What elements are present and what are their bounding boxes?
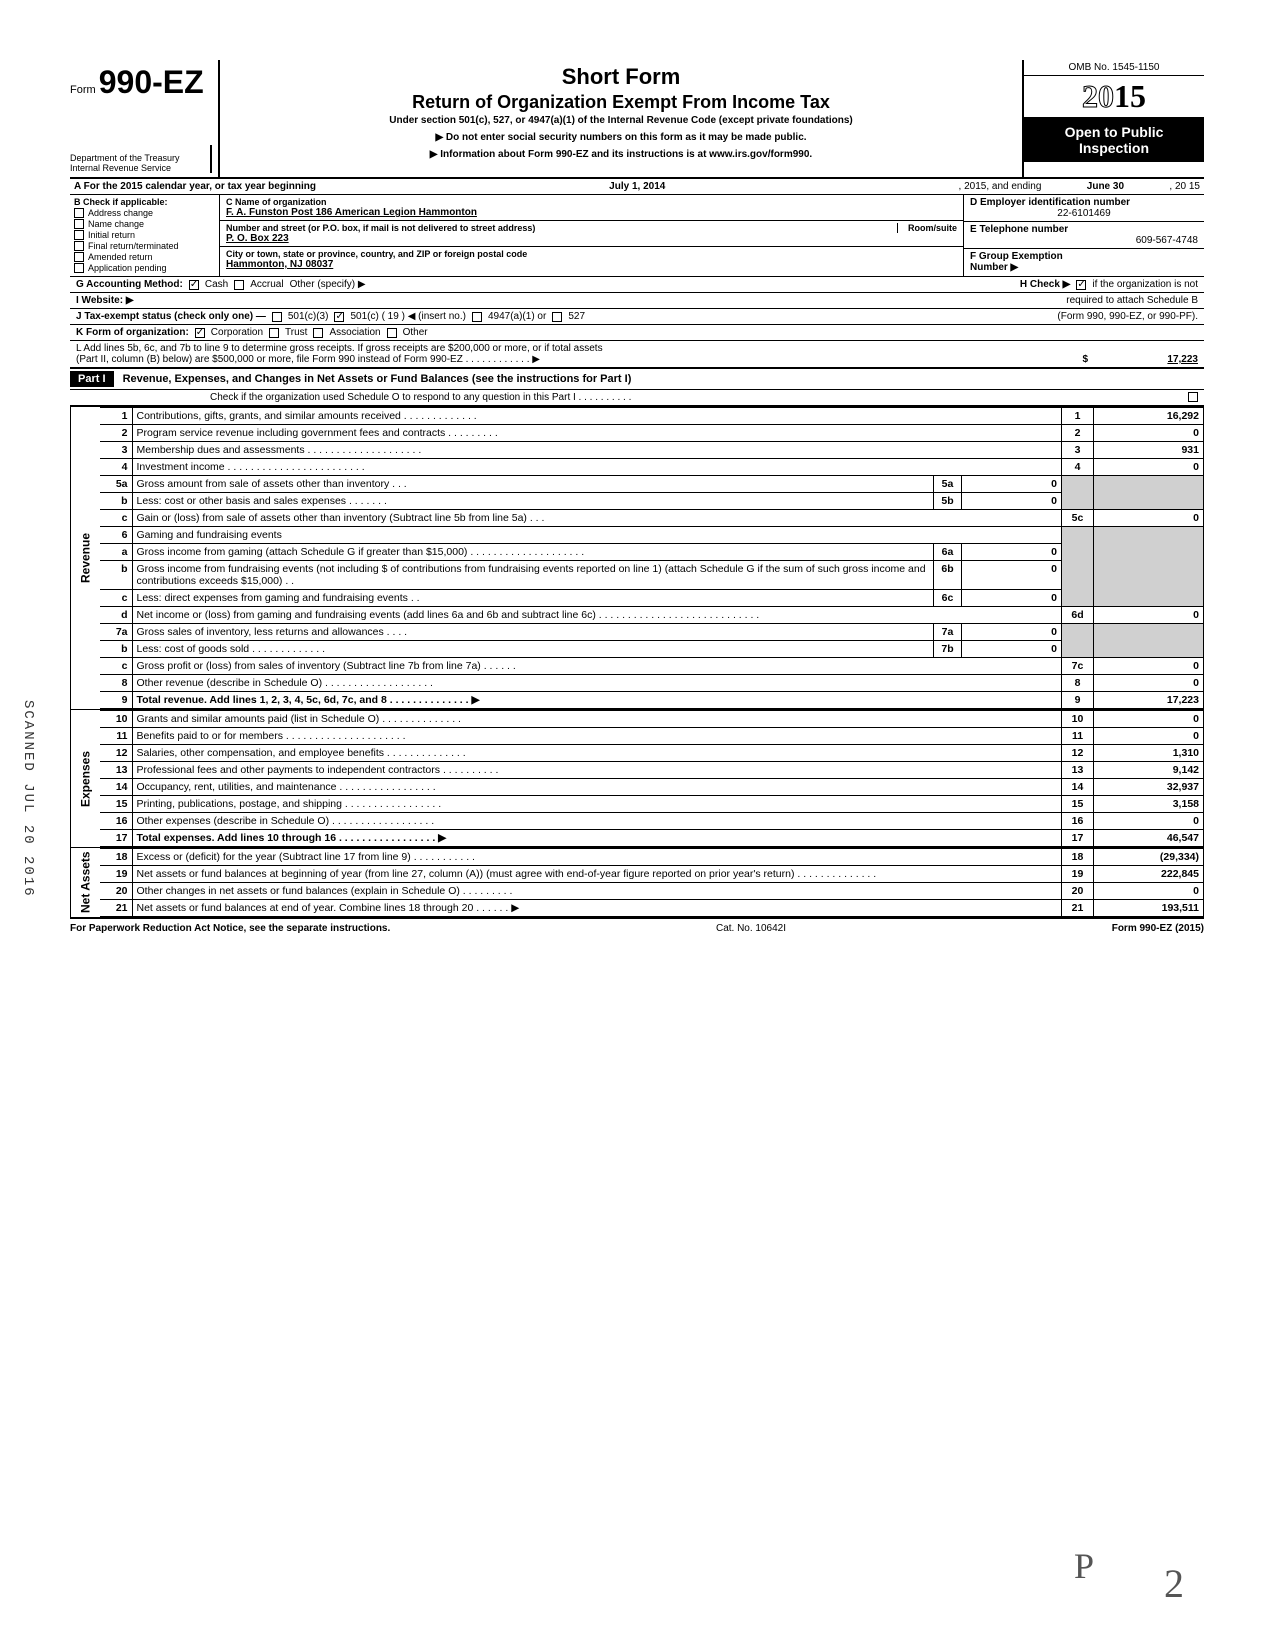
revenue-label: Revenue: [70, 407, 100, 709]
short-form-title: Short Form: [228, 64, 1014, 90]
l-value: 17,223: [1088, 354, 1198, 365]
chk-schedule-o[interactable]: [1188, 392, 1198, 402]
form-header: Form 990-EZ Department of the Treasury I…: [70, 60, 1204, 179]
d-label: D Employer identification number: [970, 197, 1198, 208]
h-text: if the organization is not: [1092, 279, 1198, 290]
part1-sub: Check if the organization used Schedule …: [70, 390, 1204, 406]
footer-left: For Paperwork Reduction Act Notice, see …: [70, 923, 390, 934]
return-title: Return of Organization Exempt From Incom…: [228, 92, 1014, 113]
l-text1: L Add lines 5b, 6c, and 7b to line 9 to …: [76, 343, 1198, 354]
scanned-stamp: SCANNED JUL 20 2016: [20, 700, 36, 898]
row-a-tail: , 20 15: [1165, 179, 1204, 194]
row-i: I Website: ▶ required to attach Schedule…: [70, 293, 1204, 309]
tax-year: 2015: [1024, 76, 1204, 118]
org-name: F. A. Funston Post 186 American Legion H…: [226, 207, 957, 218]
expenses-label: Expenses: [70, 710, 100, 847]
chk-other[interactable]: [387, 328, 397, 338]
omb-number: OMB No. 1545-1150: [1024, 60, 1204, 76]
row-a-begin: July 1, 2014: [320, 179, 955, 194]
part1-header: Part I Revenue, Expenses, and Changes in…: [70, 369, 1204, 390]
city-label: City or town, state or province, country…: [226, 249, 957, 259]
signature-p: P: [1074, 1545, 1094, 1587]
chk-corp[interactable]: [195, 328, 205, 338]
page-footer: For Paperwork Reduction Act Notice, see …: [70, 919, 1204, 934]
check-b-column: B Check if applicable: Address change Na…: [70, 195, 220, 276]
j-label: J Tax-exempt status (check only one) —: [76, 311, 266, 322]
chk-application-pending[interactable]: [74, 263, 84, 273]
footer-mid: Cat. No. 10642I: [716, 923, 786, 934]
info-line1: ▶ Do not enter social security numbers o…: [228, 132, 1014, 143]
form-number: 990-EZ: [99, 64, 204, 100]
row-j: J Tax-exempt status (check only one) — 5…: [70, 309, 1204, 325]
footer-right: Form 990-EZ (2015): [1112, 923, 1204, 934]
part1-title: Revenue, Expenses, and Changes in Net As…: [117, 373, 632, 385]
right-block: D Employer identification number 22-6101…: [964, 195, 1204, 276]
chk-h[interactable]: [1076, 280, 1086, 290]
chk-amended-return[interactable]: [74, 252, 84, 262]
open-public: Open to Public Inspection: [1024, 118, 1204, 162]
h-text3: (Form 990, 990-EZ, or 990-PF).: [1057, 311, 1198, 322]
chk-accrual[interactable]: [234, 280, 244, 290]
chk-527[interactable]: [552, 312, 562, 322]
identity-block: B Check if applicable: Address change Na…: [70, 195, 1204, 277]
chk-assoc[interactable]: [313, 328, 323, 338]
chk-trust[interactable]: [269, 328, 279, 338]
form-prefix: Form: [70, 84, 96, 96]
chk-name-change[interactable]: [74, 219, 84, 229]
chk-address-change[interactable]: [74, 208, 84, 218]
room-label: Room/suite: [897, 223, 957, 233]
f-label: F Group Exemption: [970, 251, 1198, 262]
row-k: K Form of organization: Corporation Trus…: [70, 325, 1204, 341]
h-text2: required to attach Schedule B: [1066, 295, 1198, 306]
e-label: E Telephone number: [970, 224, 1198, 235]
chk-final-return[interactable]: [74, 241, 84, 251]
row-a-mid: , 2015, and ending: [955, 179, 1046, 194]
dept-line2: Internal Revenue Service: [70, 163, 210, 173]
f-label2: Number ▶: [970, 262, 1198, 273]
expenses-section: Expenses 10Grants and similar amounts pa…: [70, 709, 1204, 847]
phone: 609-567-4748: [970, 235, 1198, 246]
dept-line1: Department of the Treasury: [70, 153, 210, 163]
org-city: Hammonton, NJ 08037: [226, 259, 957, 270]
ein: 22-6101469: [970, 208, 1198, 219]
chk-cash[interactable]: [189, 280, 199, 290]
row-a-label: A For the 2015 calendar year, or tax yea…: [70, 179, 320, 194]
chk-4947[interactable]: [472, 312, 482, 322]
k-label: K Form of organization:: [76, 327, 189, 338]
addr-label: Number and street (or P.O. box, if mail …: [226, 223, 957, 233]
row-l: L Add lines 5b, 6c, and 7b to line 9 to …: [70, 341, 1204, 369]
revenue-table: 1Contributions, gifts, grants, and simil…: [100, 407, 1204, 709]
revenue-section: Revenue 1Contributions, gifts, grants, a…: [70, 406, 1204, 709]
netassets-section: Net Assets 18Excess or (deficit) for the…: [70, 847, 1204, 919]
chk-501c3[interactable]: [272, 312, 282, 322]
return-subtitle: Under section 501(c), 527, or 4947(a)(1)…: [228, 115, 1014, 126]
row-a-end: June 30: [1045, 179, 1165, 194]
info-line2: ▶ Information about Form 990-EZ and its …: [228, 149, 1014, 160]
signature-mark: 2: [1164, 1560, 1184, 1607]
c-label: C Name of organization: [226, 197, 957, 207]
chk-initial-return[interactable]: [74, 230, 84, 240]
org-addr: P. O. Box 223: [226, 233, 957, 244]
expenses-table: 10Grants and similar amounts paid (list …: [100, 710, 1204, 847]
check-b-label: B Check if applicable:: [74, 197, 215, 207]
part1-badge: Part I: [70, 371, 114, 387]
g-label: G Accounting Method:: [76, 279, 183, 290]
chk-501c[interactable]: [334, 312, 344, 322]
org-block: C Name of organization F. A. Funston Pos…: [220, 195, 964, 276]
i-label: I Website: ▶: [76, 295, 134, 306]
netassets-table: 18Excess or (deficit) for the year (Subt…: [100, 848, 1204, 917]
l-text2: (Part II, column (B) below) are $500,000…: [76, 354, 540, 365]
row-a: A For the 2015 calendar year, or tax yea…: [70, 179, 1204, 195]
row-g: G Accounting Method: Cash Accrual Other …: [70, 277, 1204, 293]
netassets-label: Net Assets: [70, 848, 100, 917]
h-label: H Check ▶: [1020, 279, 1070, 290]
